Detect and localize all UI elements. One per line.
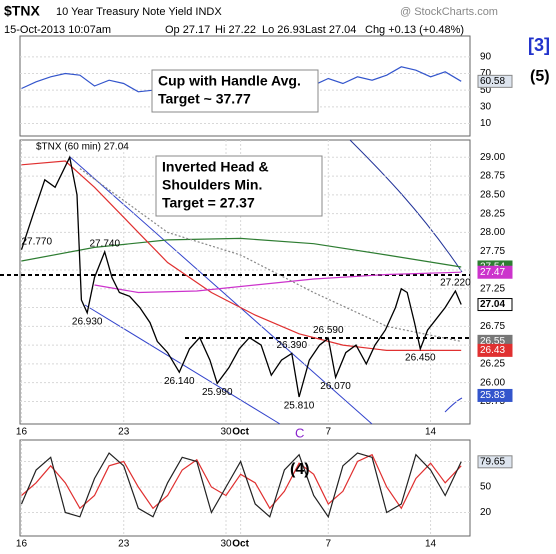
y-tick-label: 28.50 [480,189,505,200]
x-tick-label: 14 [425,539,437,550]
series-line [20,155,462,398]
x-tick-label: 30 [220,539,232,550]
y-tick-label: 30 [480,101,492,112]
value-label: 26.070 [320,381,351,392]
quote: Last 27.04 [305,24,356,36]
x-tick-label: Oct [232,427,249,438]
value-label: 27.220 [440,278,471,289]
wave-label: [3] [528,35,550,55]
value-label: 26.450 [405,353,436,364]
y-tick-label: 28.25 [480,208,505,219]
instrument-name: 10 Year Treasury Note Yield INDX [56,6,222,18]
annotation: Inverted Head & [162,159,269,175]
price-tag [477,265,513,279]
quote: Chg +0.13 (+0.48%) [365,24,464,36]
channel-line [69,156,373,425]
x-tick-label: 30 [220,427,232,438]
source: @ StockCharts.com [400,6,498,18]
quote: Hi 27.22 [215,24,256,36]
value-label: 25.810 [284,401,315,412]
y-tick-label: 10 [480,118,492,129]
panel-frame [19,439,471,537]
y-tick-label: 20 [480,507,492,518]
series-line [21,237,462,268]
last-value-tag [477,455,513,469]
y-tick-label: 50 [480,85,492,96]
price-tag [477,388,513,402]
value-label: 26.140 [164,376,195,387]
x-tick-label: 14 [425,427,437,438]
annotation-box [155,155,323,217]
x-tick-label: 23 [118,427,130,438]
annotation: Cup with Handle Avg. [158,73,301,89]
y-tick-label: 26.75 [480,321,505,332]
annotation: Target ~ 37.77 [158,91,251,107]
quote: Op 27.17 [165,24,210,36]
y-tick-label: 28.75 [480,171,505,182]
legend: $TNX (60 min) 27.04 [36,142,129,153]
date: 15-Oct-2013 10:07am [4,24,111,36]
price-tag-label: 26.43 [480,345,505,356]
annotation-box [151,69,319,113]
wave-label: (5) [530,68,550,85]
x-tick-label: 16 [16,539,28,550]
price-tag [477,343,513,357]
x-tick-label: Oct [232,539,249,550]
last-value-label: 60.58 [480,76,505,87]
annotation: Target = 27.37 [162,195,255,211]
last-value-tag [477,74,513,88]
series-line [20,452,462,519]
y-tick-label: 28.00 [480,227,505,238]
symbol: $TNX [4,3,40,19]
panel-frame [19,35,471,137]
wave-label: (4) [290,461,310,478]
x-tick-label: 23 [118,539,130,550]
value-label: 26.390 [276,340,307,351]
value-label: 27.770 [21,236,52,247]
x-tick-label: 16 [16,427,28,438]
y-tick-label: 29.00 [480,152,505,163]
price-tag-label: 27.04 [480,299,505,310]
value-label: 25.990 [202,387,233,398]
price-tag [477,298,513,312]
price-tag-label: 25.83 [480,390,505,401]
x-tick-label: 7 [325,427,331,438]
last-value-label: 79.65 [480,456,505,467]
wave-label: C [295,425,304,440]
y-tick-label: 26.25 [480,359,505,370]
y-tick-label: 70 [480,68,492,79]
y-tick-label: 26.00 [480,377,505,388]
y-tick-label: 90 [480,51,492,62]
band-line [349,139,463,273]
y-tick-label: 27.25 [480,283,505,294]
series-line [94,271,462,294]
value-label: 27.740 [89,239,120,250]
value-label: 26.590 [313,325,344,336]
series-line [79,168,462,342]
series-line [21,453,462,510]
band-line [444,397,463,413]
panel-frame [19,139,471,425]
quote: Lo 26.93 [262,24,305,36]
y-tick-label: 50 [480,482,492,493]
x-tick-label: 7 [325,539,331,550]
value-label: 26.930 [72,316,103,327]
annotation: Shoulders Min. [162,177,262,193]
price-tag-label: 26.55 [480,336,505,347]
price-tag-label: 27.47 [480,267,505,278]
y-tick-label: 27.75 [480,246,505,257]
